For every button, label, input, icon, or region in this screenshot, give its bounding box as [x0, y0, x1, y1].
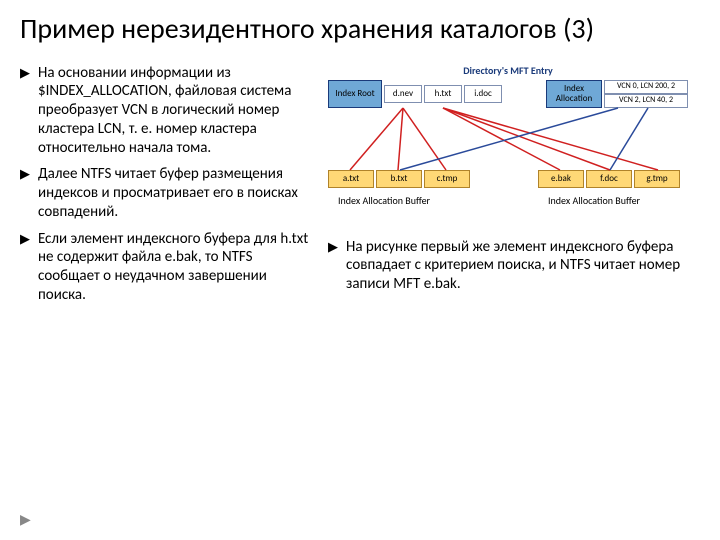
buffer-cell: g.tmp [634, 170, 680, 188]
bullet-text: Если элемент индексного буфера для h.txt… [38, 230, 310, 305]
slide-corner-icon: ▶ [20, 511, 31, 528]
mft-entry-row: Index Root d.nev h.txt i.doc Index Alloc… [328, 80, 688, 108]
bullet-text: На основании информации из $INDEX_ALLOCA… [38, 64, 310, 158]
list-item: ▶ На рисунке первый же элемент индексног… [328, 238, 698, 294]
buffer-label-right: Index Allocation Buffer [548, 194, 640, 207]
buffer-left: a.txt b.txt c.tmp [328, 170, 478, 188]
buffer-right: e.bak f.doc g.tmp [538, 170, 688, 188]
bullet-icon: ▶ [20, 232, 30, 305]
list-item: ▶ На основании информации из $INDEX_ALLO… [20, 64, 310, 158]
content-row: ▶ На основании информации из $INDEX_ALLO… [20, 64, 700, 313]
list-item: ▶ Если элемент индексного буфера для h.t… [20, 230, 310, 305]
slide-title: Пример нерезидентного хранения каталогов… [20, 12, 700, 46]
buffer-cell: a.txt [328, 170, 374, 188]
bullet-text: Далее NTFS читает буфер размещения индек… [38, 165, 310, 221]
buffer-cell: e.bak [538, 170, 584, 188]
file-cell: h.txt [424, 85, 462, 103]
buffer-cell: b.txt [376, 170, 422, 188]
list-item: ▶ Далее NTFS читает буфер размещения инд… [20, 165, 310, 221]
right-column: Directory's MFT Entry Index Root d.nev h… [328, 64, 698, 313]
buffer-label-left: Index Allocation Buffer [338, 194, 430, 207]
left-bullet-list: ▶ На основании информации из $INDEX_ALLO… [20, 64, 310, 305]
file-cell: d.nev [384, 85, 422, 103]
buffer-cell: c.tmp [424, 170, 470, 188]
vcn-cell: VCN 2, LCN 40, 2 [604, 94, 688, 108]
bullet-icon: ▶ [328, 240, 338, 294]
vcn-cell: VCN 0, LCN 200, 2 [604, 80, 688, 94]
mft-diagram: Directory's MFT Entry Index Root d.nev h… [328, 64, 688, 224]
file-cell: i.doc [464, 85, 502, 103]
bullet-icon: ▶ [20, 167, 30, 221]
bullet-icon: ▶ [20, 66, 30, 158]
bullet-text: На рисунке первый же элемент индексного … [346, 238, 698, 294]
right-bullet-list: ▶ На рисунке первый же элемент индексног… [328, 238, 698, 294]
buffer-cell: f.doc [586, 170, 632, 188]
index-allocation-cell: Index Allocation [546, 80, 602, 108]
index-root-cell: Index Root [328, 80, 382, 108]
left-column: ▶ На основании информации из $INDEX_ALLO… [20, 64, 310, 313]
diagram-header: Directory's MFT Entry [328, 64, 688, 77]
